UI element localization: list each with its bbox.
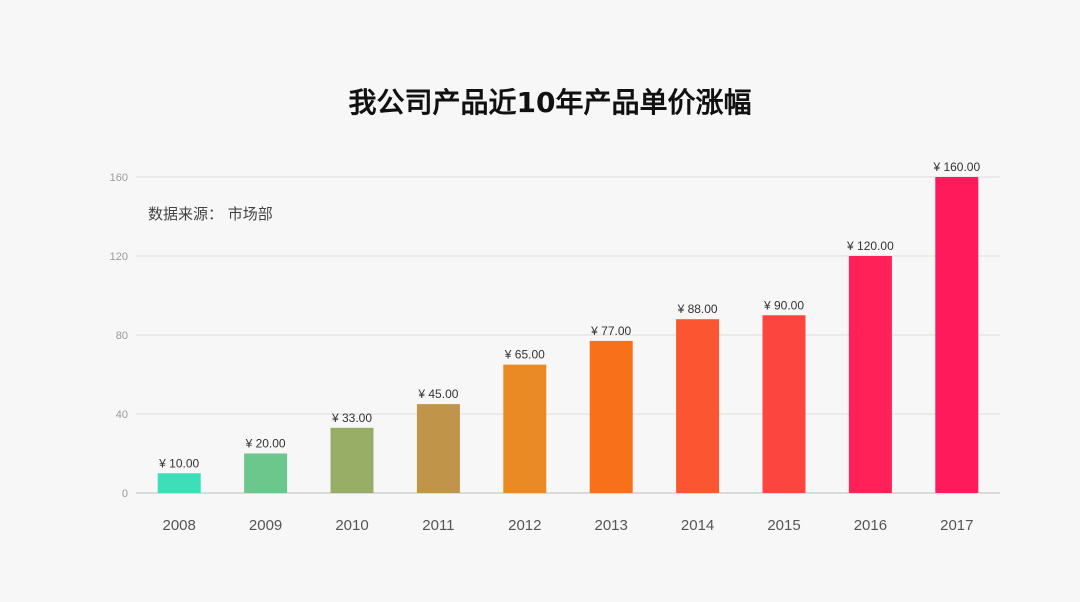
x-axis-ticks: 2008 2009 2010 2011 2012 2013 2014 2015 2016 2017 xyxy=(163,517,974,534)
y-tick-label: 160 xyxy=(110,172,128,184)
y-tick-label: 0 xyxy=(122,488,128,500)
bar-2011 xyxy=(416,404,460,493)
bar-2010 xyxy=(330,427,374,493)
data-label: ¥ 20.00 xyxy=(245,437,286,451)
y-axis-ticks: 0 40 80 120 160 xyxy=(110,172,128,500)
data-label: ¥ 88.00 xyxy=(677,302,718,316)
x-tick-label: 2017 xyxy=(940,517,973,534)
bar-2012 xyxy=(503,364,547,493)
chart-subtitle: 数据来源： 市场部 xyxy=(148,205,273,223)
bar-2015 xyxy=(762,315,806,493)
x-tick-label: 2010 xyxy=(335,517,368,534)
data-label: ¥ 120.00 xyxy=(846,239,894,253)
bars xyxy=(157,177,979,493)
bar-2017 xyxy=(935,177,979,493)
y-tick-label: 40 xyxy=(116,409,128,421)
data-label: ¥ 33.00 xyxy=(331,411,372,425)
data-label: ¥ 65.00 xyxy=(504,348,545,362)
data-labels: ¥ 10.00 ¥ 20.00 ¥ 33.00 ¥ 45.00 ¥ 65.00 ¥ 77.… xyxy=(158,160,980,470)
bar-2014 xyxy=(676,319,720,493)
bar-2008 xyxy=(157,473,201,493)
x-tick-label: 2008 xyxy=(163,517,196,534)
x-tick-label: 2016 xyxy=(854,517,887,534)
x-tick-label: 2015 xyxy=(767,517,800,534)
data-label: ¥ 77.00 xyxy=(590,324,631,338)
y-tick-label: 120 xyxy=(110,251,128,263)
bar-2009 xyxy=(244,453,288,493)
x-tick-label: 2014 xyxy=(681,517,714,534)
data-label: ¥ 10.00 xyxy=(158,456,199,470)
y-tick-label: 80 xyxy=(116,330,128,342)
x-tick-label: 2012 xyxy=(508,517,541,534)
x-tick-label: 2013 xyxy=(595,517,628,534)
x-tick-label: 2011 xyxy=(422,517,454,534)
bar-2013 xyxy=(589,340,633,493)
bar-2016 xyxy=(848,256,892,493)
data-label: ¥ 160.00 xyxy=(932,160,980,174)
x-tick-label: 2009 xyxy=(249,517,282,534)
chart-title: 我公司产品近10年产品单价涨幅 xyxy=(349,86,752,119)
data-label: ¥ 90.00 xyxy=(763,298,804,312)
data-label: ¥ 45.00 xyxy=(417,387,458,401)
